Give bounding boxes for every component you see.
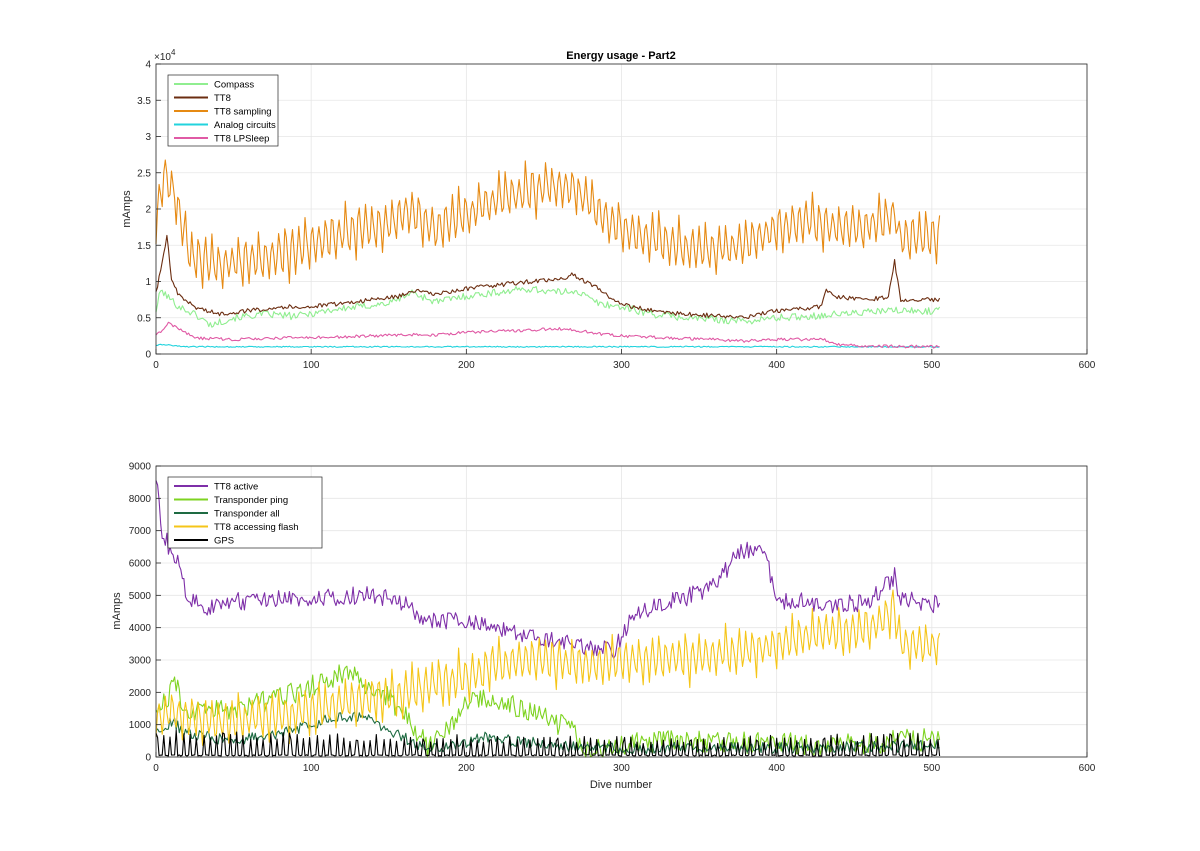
x-tick-label: 300: [613, 360, 630, 371]
series-line-tt8-lpsleep: [155, 321, 940, 349]
top-legend: Compass TT8 TT8 sampling Analog circuits TT8…: [167, 74, 279, 147]
legend-entry: Analog circuits: [214, 120, 276, 131]
x-tick-label: 100: [303, 360, 320, 371]
x-tick-label: 400: [768, 763, 785, 774]
y-tick-label: 4000: [129, 623, 152, 634]
x-tick-label: 0: [153, 360, 159, 371]
x-tick-label: 400: [768, 360, 785, 371]
series-line-transponder-all: [155, 711, 940, 755]
bottom-x-axis-label: Dive number: [590, 779, 653, 791]
series-line-tt8-sampling: [155, 159, 941, 290]
bottom-y-axis-label: mAmps: [111, 592, 123, 630]
legend-entry: Transponder all: [214, 509, 280, 520]
bottom-series-lines: [155, 480, 941, 758]
y-tick-label: 3.5: [137, 96, 151, 107]
legend-entry: TT8 active: [214, 482, 258, 493]
bottom-legend: TT8 active Transponder ping Transponder al…: [167, 476, 323, 549]
y-tick-label: 6000: [129, 559, 152, 570]
x-tick-label: 200: [458, 360, 475, 371]
y-tick-label: 2000: [129, 688, 152, 699]
y-tick-label: 1: [145, 277, 151, 288]
bottom-ticks: 0 100 200 300 400 500 600010002000300040005000…: [129, 462, 1096, 775]
series-line-analog-circuits: [156, 343, 940, 348]
y-tick-label: 5000: [129, 591, 152, 602]
y-tick-label: 9000: [129, 462, 152, 473]
legend-entry: TT8 accessing flash: [214, 522, 298, 533]
top-y-exponent: ×104: [154, 48, 176, 63]
legend-entry: TT8: [214, 93, 231, 104]
series-line-gps: [155, 729, 941, 757]
y-tick-label: 1000: [129, 720, 152, 731]
y-tick-label: 4: [145, 60, 151, 71]
top-chart-axes: 0 100 200 300 400 500 600 0 0.5 1 1.5 2 2.5 3 3.5 4 Ene…: [121, 48, 1096, 371]
x-tick-label: 600: [1079, 763, 1096, 774]
bottom-chart-axes: 0 100 200 300 400 500 600010002000300040005000…: [111, 462, 1096, 792]
legend-entry: TT8 sampling: [214, 107, 272, 118]
y-tick-label: 0: [145, 350, 151, 361]
series-line-tt8: [155, 234, 941, 319]
x-tick-label: 600: [1079, 360, 1096, 371]
y-tick-label: 8000: [129, 494, 152, 505]
y-tick-label: 7000: [129, 526, 152, 537]
series-line-compass: [155, 286, 941, 328]
legend-entry: Transponder ping: [214, 495, 288, 506]
y-tick-label: 2: [145, 205, 151, 216]
x-tick-label: 500: [923, 360, 940, 371]
y-tick-label: 2.5: [137, 168, 151, 179]
top-ticks: 0 100 200 300 400 500 600 0 0.5 1 1.5 2 2.5 3 3.5 4: [137, 60, 1096, 372]
top-y-exponent-power: 4: [171, 48, 176, 57]
legend-entry: TT8 LPSleep: [214, 134, 269, 145]
y-tick-label: 3: [145, 132, 151, 143]
series-line-tt8-accessing-flash: [155, 589, 941, 746]
x-tick-label: 0: [153, 763, 159, 774]
top-y-exponent-base: ×10: [154, 52, 171, 63]
x-tick-label: 200: [458, 763, 475, 774]
top-y-axis-label: mAmps: [121, 190, 133, 228]
x-tick-label: 100: [303, 763, 320, 774]
y-tick-label: 1.5: [137, 241, 151, 252]
top-chart-title: Energy usage - Part2: [566, 50, 675, 62]
x-tick-label: 300: [613, 763, 630, 774]
series-line-tt8-active: [155, 480, 941, 659]
top-series-lines: [155, 159, 941, 349]
x-tick-label: 500: [923, 763, 940, 774]
legend-entry: Compass: [214, 80, 254, 91]
y-tick-label: 0: [145, 753, 151, 764]
y-tick-label: 0.5: [137, 313, 151, 324]
y-tick-label: 3000: [129, 656, 152, 667]
legend-entry: GPS: [214, 536, 234, 547]
